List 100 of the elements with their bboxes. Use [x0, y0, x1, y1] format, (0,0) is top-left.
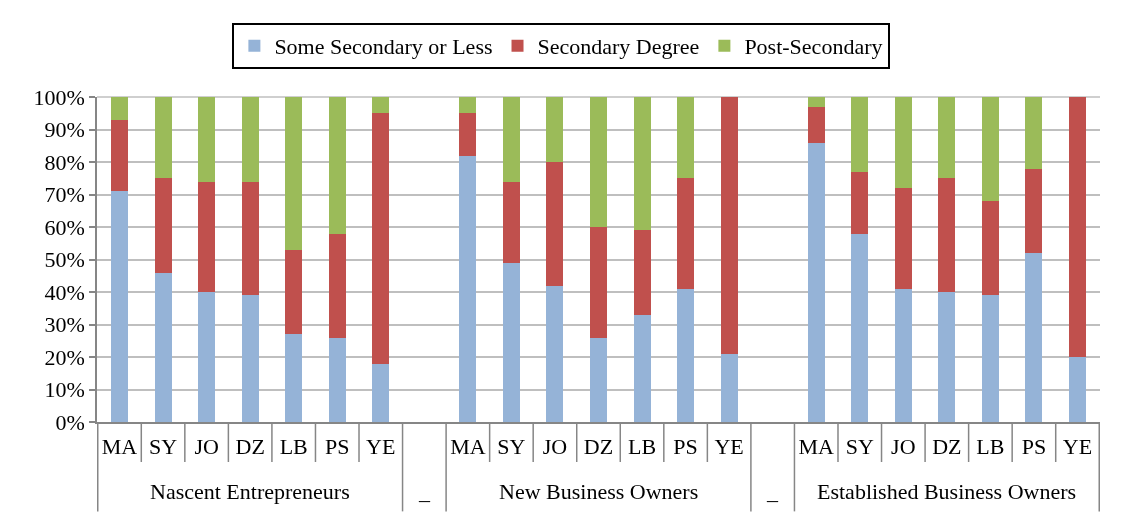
bar: [372, 97, 390, 114]
bar: [328, 233, 346, 338]
x-tick-label: DZ: [235, 434, 265, 460]
bar: [677, 178, 695, 289]
legend-label: Post-Secondary: [744, 34, 883, 60]
bar: [154, 178, 172, 273]
bar: [241, 97, 259, 182]
bar: [198, 97, 216, 182]
bar: [285, 97, 303, 250]
bar: [807, 97, 825, 107]
y-tick-label: 30%: [44, 312, 85, 338]
x-tick-label: JO: [891, 434, 916, 460]
bar: [677, 97, 695, 179]
text: _: [418, 479, 431, 504]
bar: [590, 337, 607, 422]
text: Nascent Entrepreneurs: [150, 479, 350, 504]
bar: [111, 97, 129, 120]
bar: [502, 262, 520, 422]
bar: [241, 181, 259, 296]
x-tick-label: LB: [627, 434, 657, 460]
y-tick-label: 60%: [44, 214, 85, 240]
x-tick-label: SY: [149, 434, 178, 460]
bar: [372, 113, 390, 364]
bar: [590, 227, 607, 338]
bar: [546, 97, 564, 162]
bar: [894, 188, 912, 289]
bar: [459, 155, 477, 422]
bar: [981, 97, 999, 201]
bar: [111, 191, 129, 422]
y-tick-label: 80%: [44, 149, 85, 175]
y-tick-label: 50%: [44, 247, 85, 273]
bar: [241, 295, 259, 422]
bar: [1025, 97, 1043, 169]
bar: [502, 97, 520, 182]
y-tick-label: 100%: [33, 84, 85, 110]
bar: [938, 292, 956, 422]
text: _: [766, 479, 779, 504]
x-tick-label: DZ: [932, 434, 962, 460]
bar: [851, 233, 869, 422]
bar: [894, 288, 912, 422]
bar: [807, 106, 825, 143]
bar: [154, 97, 172, 179]
x-tick-label: PS: [673, 434, 698, 460]
bar: [938, 178, 956, 292]
bar: [111, 119, 129, 192]
y-tick-label: 10%: [44, 377, 85, 403]
y-tick-label: 20%: [44, 344, 85, 370]
bar: [590, 97, 607, 227]
x-tick-label: LB: [976, 434, 1005, 460]
bar: [459, 113, 477, 156]
x-tick-label: MA: [798, 434, 835, 460]
bar: [154, 272, 172, 422]
bar: [502, 181, 520, 263]
bar: [720, 353, 738, 422]
bar: [981, 201, 999, 296]
x-tick-label: SY: [497, 434, 526, 460]
bar: [894, 97, 912, 188]
bar: [285, 334, 303, 422]
bar: [1025, 168, 1043, 253]
bar: [633, 230, 651, 315]
bar: [459, 97, 477, 114]
bar: [938, 97, 956, 179]
bar: [198, 292, 216, 422]
bar: [851, 171, 869, 234]
bar: [546, 162, 564, 286]
x-tick-label: SY: [845, 434, 874, 460]
x-tick-label: DZ: [583, 434, 614, 460]
x-tick-label: PS: [325, 434, 350, 460]
x-tick-label: JO: [194, 434, 219, 460]
y-tick-label: 40%: [44, 279, 85, 305]
bar: [677, 288, 695, 422]
bar: [720, 97, 738, 354]
bar: [851, 97, 869, 172]
bar: [981, 295, 999, 422]
legend-label: Secondary Degree: [537, 34, 700, 60]
x-tick-label: MA: [450, 434, 486, 460]
legend-label: Some Secondary or Less: [274, 34, 493, 60]
bar: [328, 97, 346, 234]
bar: [198, 181, 216, 292]
x-tick-label: YE: [1062, 434, 1093, 460]
bar: [372, 363, 390, 422]
bar: [807, 142, 825, 422]
bar: [1025, 253, 1043, 422]
y-tick-label: 0%: [55, 409, 85, 435]
bar: [328, 337, 346, 422]
bar: [1068, 357, 1086, 422]
text: Established Business Owners: [817, 479, 1077, 504]
x-tick-label: MA: [101, 434, 138, 460]
bar: [633, 97, 651, 231]
bar: [285, 249, 303, 335]
bar: [633, 314, 651, 422]
x-tick-label: YE: [714, 434, 744, 460]
bar: [546, 285, 564, 422]
x-tick-label: YE: [366, 434, 396, 460]
x-tick-label: JO: [542, 434, 568, 460]
bar: [1068, 97, 1086, 357]
y-tick-label: 70%: [44, 182, 85, 208]
x-tick-label: LB: [279, 434, 308, 460]
x-tick-label: PS: [1021, 434, 1047, 460]
text: New Business Owners: [499, 479, 699, 504]
